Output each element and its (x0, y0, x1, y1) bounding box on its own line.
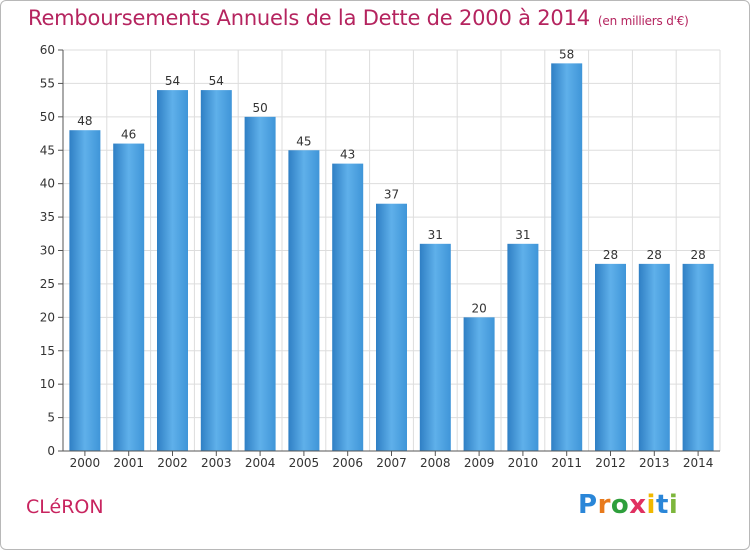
brand-letter: r (597, 490, 611, 520)
x-tick-label: 2005 (289, 456, 320, 470)
data-label: 20 (471, 301, 486, 315)
x-tick-label: 2011 (551, 456, 582, 470)
bar (507, 243, 539, 451)
x-tick-label: 2001 (113, 456, 144, 470)
brand-letter: o (610, 490, 630, 520)
proxiti-logo: Proxiti (578, 490, 678, 520)
bar (638, 263, 670, 451)
data-label: 28 (647, 248, 662, 262)
y-tick-label: 25 (40, 277, 55, 291)
y-tick-label: 55 (40, 76, 55, 90)
bar (419, 243, 451, 451)
brand-letter: i (668, 490, 679, 520)
bar (595, 263, 626, 451)
chart-subtitle: (en milliers d'€) (597, 14, 689, 28)
data-label: 54 (165, 74, 180, 88)
x-tick-label: 2003 (201, 456, 232, 470)
data-label: 31 (515, 228, 530, 242)
y-tick-label: 50 (40, 110, 55, 124)
bar (463, 317, 495, 451)
y-tick-label: 20 (40, 310, 55, 324)
x-tick-label: 2006 (332, 456, 363, 470)
y-tick-label: 60 (40, 43, 55, 57)
bar (200, 90, 232, 451)
axes: 0 5 10 15 20 25 30 35 40 45 50 55 60 2000 2001 2002 2003… (40, 43, 720, 470)
data-label: 43 (340, 148, 355, 162)
data-label: 28 (690, 248, 705, 262)
y-tick-label: 45 (40, 143, 55, 157)
brand-letter: P (578, 490, 598, 520)
bar (376, 203, 407, 451)
brand-letter: x (629, 490, 647, 520)
y-tick-label: 5 (47, 411, 55, 425)
x-tick-label: 2002 (157, 456, 188, 470)
y-tick-label: 10 (40, 377, 55, 391)
y-tick-label: 35 (40, 210, 55, 224)
y-tick-label: 0 (47, 444, 55, 458)
x-tick-label: 2004 (245, 456, 276, 470)
data-label: 37 (384, 188, 399, 202)
brand-letter: t (655, 490, 669, 520)
bar (288, 150, 320, 451)
commune-name: CLéRON (26, 496, 104, 518)
brand-letter: i (646, 490, 656, 520)
x-tick-label: 2013 (639, 456, 670, 470)
chart-title: Remboursements Annuels de la Dette de 20… (28, 6, 689, 30)
bar (113, 143, 145, 452)
y-tick-label: 30 (40, 244, 55, 258)
chart-title-text: Remboursements Annuels de la Dette de 20… (28, 6, 590, 30)
data-label: 54 (209, 74, 224, 88)
y-tick-label: 15 (40, 344, 55, 358)
data-label: 50 (252, 101, 267, 115)
x-tick-label: 2007 (376, 456, 407, 470)
bar (157, 90, 188, 451)
x-tick-label: 2014 (683, 456, 714, 470)
data-labels: 48 46 54 54 50 45 43 37 31 20 31 58 28 28 28 (77, 47, 705, 315)
bar (244, 116, 276, 451)
x-tick-label: 2012 (595, 456, 626, 470)
bar (332, 163, 364, 451)
bar (682, 263, 714, 451)
data-label: 28 (603, 248, 618, 262)
bars (69, 63, 714, 452)
x-tick-label: 2009 (464, 456, 495, 470)
bar (69, 130, 101, 451)
data-label: 45 (296, 134, 311, 148)
data-label: 31 (428, 228, 443, 242)
x-tick-label: 2008 (420, 456, 451, 470)
x-tick-label: 2000 (70, 456, 101, 470)
data-label: 48 (77, 114, 92, 128)
y-tick-label: 40 (40, 177, 55, 191)
data-label: 58 (559, 47, 574, 61)
x-tick-label: 2010 (508, 456, 539, 470)
data-label: 46 (121, 128, 136, 142)
bar (551, 63, 583, 451)
